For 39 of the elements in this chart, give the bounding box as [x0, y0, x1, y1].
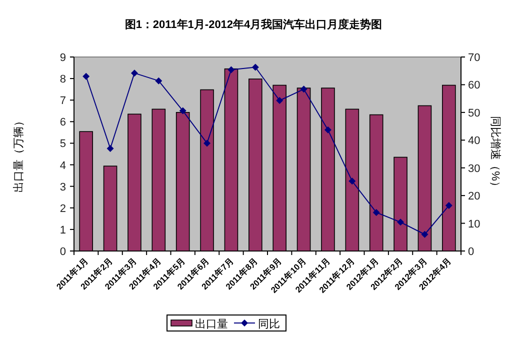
- y2-axis-title: 同比增速（%）: [489, 116, 502, 192]
- y-tick-label: 8: [60, 74, 66, 86]
- y-tick-label: 4: [60, 160, 66, 172]
- y-tick-label: 0: [60, 246, 66, 258]
- y2-tick-label: 60: [468, 80, 480, 92]
- y-tick-label: 3: [60, 181, 66, 194]
- y-axis-title: 出口量（万辆）: [12, 116, 25, 192]
- point: [421, 230, 428, 238]
- y2-tick-label: 30: [468, 162, 480, 175]
- point: [155, 77, 162, 84]
- point: [324, 126, 332, 134]
- y-tick-label: 5: [60, 138, 66, 150]
- chart-title: 图1：2011年1月-2012年4月我国汽车出口月度走势图: [124, 18, 382, 31]
- point: [300, 86, 308, 93]
- y-tick-label: 7: [60, 95, 66, 108]
- y2-tick-label: 10: [468, 218, 480, 230]
- point: [204, 140, 211, 147]
- y2-tick-label: 40: [468, 135, 480, 148]
- point: [348, 178, 356, 185]
- y2-tick-label: 0: [468, 246, 474, 258]
- y-tick-label: 2: [60, 202, 66, 215]
- y2-tick-label: 20: [468, 190, 480, 203]
- point: [445, 202, 452, 210]
- legend-label: 出口量: [195, 318, 228, 330]
- point: [228, 66, 235, 74]
- point: [179, 107, 186, 114]
- y-tick-label: 9: [60, 52, 66, 64]
- y-tick-label: 6: [60, 116, 66, 129]
- point: [252, 64, 259, 71]
- point: [372, 208, 380, 216]
- y2-tick-label: 70: [468, 52, 480, 64]
- point: [130, 70, 138, 77]
- legend-label: 同比: [258, 318, 280, 330]
- point: [82, 72, 90, 80]
- point: [397, 218, 404, 226]
- y-tick-label: 1: [60, 224, 66, 236]
- point: [106, 144, 114, 152]
- y2-tick-label: 50: [468, 107, 480, 120]
- point: [276, 97, 284, 104]
